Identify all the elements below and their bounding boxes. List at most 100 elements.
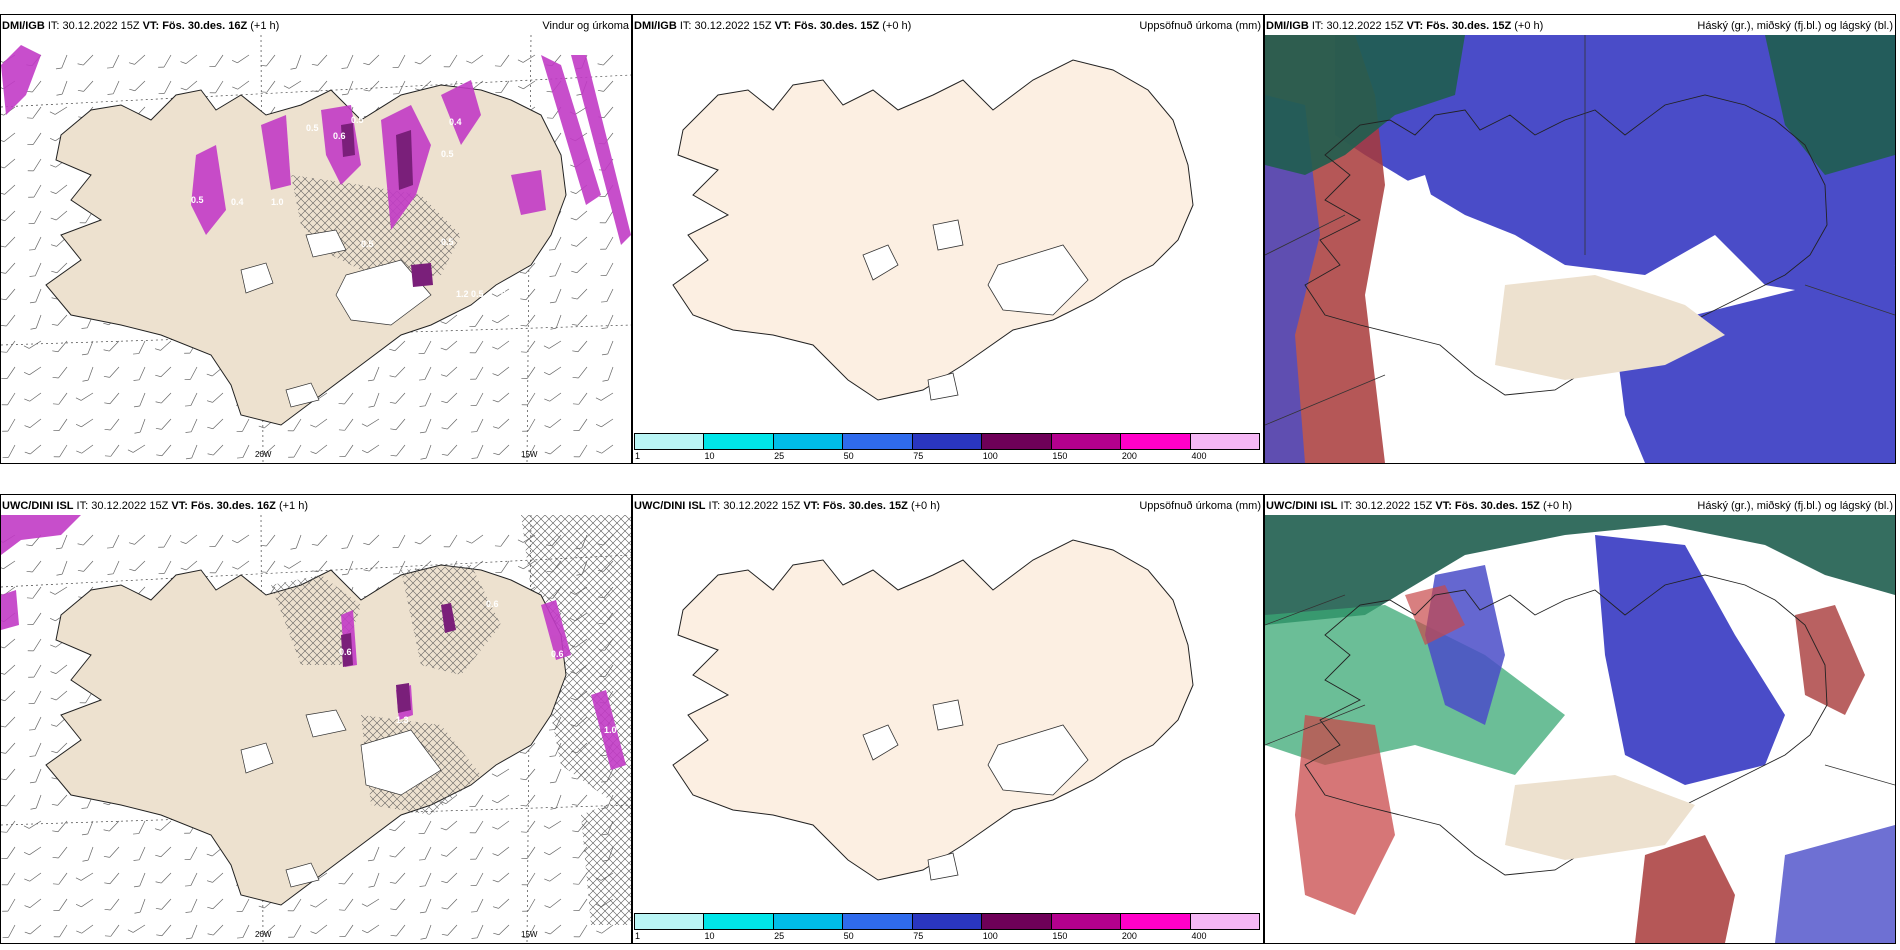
wind-barb bbox=[27, 132, 42, 145]
wind-barb bbox=[185, 444, 198, 460]
wind-barb bbox=[573, 924, 588, 938]
wind-barb bbox=[520, 820, 536, 833]
contour-label: 1.0 bbox=[271, 197, 284, 207]
wind-barb bbox=[82, 366, 94, 382]
glaciers bbox=[240, 709, 442, 888]
wind-barb bbox=[29, 236, 42, 251]
wind-barb bbox=[338, 898, 354, 911]
wind-barb bbox=[471, 924, 484, 939]
contour-label: 0.5 bbox=[191, 195, 204, 205]
wind-barb bbox=[185, 924, 198, 940]
wind-barb bbox=[180, 560, 198, 571]
colorbar-tick-label: 400 bbox=[1191, 451, 1207, 461]
wind-barb bbox=[27, 158, 42, 172]
wind-barb bbox=[107, 80, 120, 95]
wind-barb bbox=[180, 534, 198, 544]
wind-barb bbox=[104, 444, 120, 457]
colorbar-segment bbox=[1190, 433, 1260, 450]
wind-barb bbox=[30, 794, 42, 810]
wind-barb bbox=[520, 340, 536, 353]
wind-barb bbox=[1, 262, 16, 274]
wind-barb bbox=[158, 80, 172, 95]
wind-barb bbox=[155, 392, 172, 404]
colorbar-tick-label: 150 bbox=[1052, 931, 1068, 941]
wind-barb bbox=[492, 366, 510, 376]
contour-label: 0.5 bbox=[441, 237, 454, 247]
wind-barb bbox=[600, 262, 614, 277]
wind-barb bbox=[571, 794, 588, 806]
wind-barb bbox=[155, 366, 172, 378]
wind-barb bbox=[595, 418, 614, 428]
wind-barb bbox=[103, 340, 120, 352]
wind-barb bbox=[1, 820, 16, 833]
init-time: IT: 30.12.2022 15Z bbox=[73, 500, 172, 512]
wind-barb bbox=[492, 418, 510, 429]
colorbar-tick-label: 150 bbox=[1052, 451, 1068, 461]
wind-barb bbox=[571, 314, 588, 326]
colorbar-tick-label: 50 bbox=[843, 931, 854, 941]
wind-barb bbox=[469, 314, 484, 327]
colorbar-segment bbox=[1051, 913, 1122, 930]
wind-barb bbox=[520, 314, 536, 327]
wind-barb bbox=[1, 158, 16, 169]
wind-barb bbox=[544, 418, 562, 428]
precip-areas bbox=[1, 45, 631, 245]
wind-barb bbox=[341, 534, 354, 549]
wind-barb bbox=[544, 392, 562, 402]
colorbar-segment bbox=[912, 433, 983, 450]
wind-barb bbox=[1, 236, 16, 248]
wind-barb bbox=[290, 534, 302, 550]
wind-barb bbox=[596, 924, 614, 934]
wind-barb bbox=[520, 794, 536, 807]
wind-barb bbox=[156, 924, 172, 937]
wind-barb bbox=[260, 80, 276, 93]
wind-barb bbox=[338, 872, 354, 885]
wind-barb bbox=[440, 314, 458, 324]
wind-barb bbox=[236, 898, 250, 913]
wind-barb bbox=[158, 560, 172, 575]
wind-barb bbox=[1, 184, 16, 195]
wind-barb bbox=[180, 54, 198, 64]
colorbar-segment bbox=[1121, 433, 1191, 450]
wind-barb bbox=[52, 340, 68, 353]
wind-barb bbox=[573, 898, 588, 911]
wind-barb bbox=[206, 392, 224, 403]
wind-barb bbox=[571, 288, 588, 300]
wind-barb bbox=[260, 54, 276, 67]
colorbar-segment bbox=[982, 913, 1052, 930]
wind-barb bbox=[390, 418, 406, 431]
wind-barb bbox=[389, 872, 406, 884]
wind-barb bbox=[231, 54, 250, 64]
wind-barb bbox=[133, 340, 146, 355]
precip-intense bbox=[341, 603, 456, 713]
valid-time: VT: Fös. 30.des. 15Z bbox=[803, 500, 908, 512]
wind-barb bbox=[361, 898, 380, 907]
wind-barb bbox=[50, 210, 68, 221]
lead-time: (+0 h) bbox=[907, 500, 941, 512]
wind-barb bbox=[134, 418, 146, 434]
wind-barb bbox=[24, 418, 42, 428]
cloud-panel-uwc: UWC/DINI ISL IT: 30.12.2022 15Z VT: Fös.… bbox=[1264, 494, 1896, 944]
graticule bbox=[1265, 594, 1895, 786]
wind-precip-map: 0.50.60.5 0.40.50.5 0.4 1.00.5 0.51.2 0.5 0.5 … bbox=[1, 35, 631, 463]
wind-barb bbox=[49, 106, 68, 115]
wind-barb bbox=[23, 366, 42, 376]
wind-barb bbox=[1, 872, 16, 886]
wind-barb bbox=[469, 794, 484, 807]
model-source: DMI/IGB bbox=[1266, 20, 1309, 32]
wind-barb bbox=[418, 820, 432, 835]
wind-barb bbox=[341, 54, 354, 69]
panel-header: DMI/IGB IT: 30.12.2022 15Z VT: Fös. 30.d… bbox=[2, 18, 629, 34]
wind-barb bbox=[2, 924, 16, 939]
valid-time: VT: Fös. 30.des. 16Z bbox=[142, 20, 248, 32]
model-source: DMI/IGB bbox=[2, 20, 45, 32]
wind-barb bbox=[392, 54, 406, 69]
colorbar-tick-label: 75 bbox=[913, 451, 924, 461]
wind-barb bbox=[389, 392, 406, 404]
iceland-landmass bbox=[672, 59, 1194, 401]
cloud-map bbox=[1265, 35, 1895, 463]
wind-barb bbox=[184, 366, 198, 381]
wind-barb bbox=[1, 132, 16, 142]
panel-title: Háský (gr.), miðský (fj.bl.) og lágský (… bbox=[1697, 500, 1893, 512]
wind-barb bbox=[237, 924, 250, 939]
